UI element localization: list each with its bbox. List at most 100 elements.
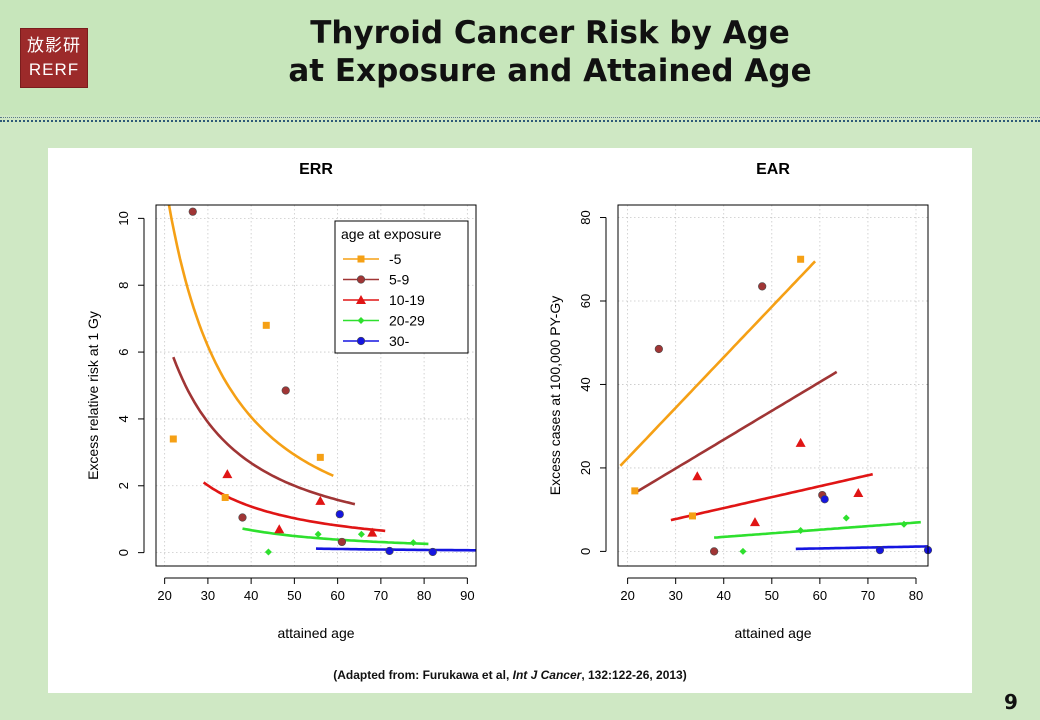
legend-box [334, 220, 469, 354]
data-point-5-9 [188, 207, 197, 216]
x-tick-label: 50 [287, 588, 301, 603]
data-point-5-9 [758, 282, 767, 291]
data-point-5-9 [337, 537, 347, 547]
data-point--5 [797, 255, 805, 263]
data-point-5-9 [281, 386, 290, 395]
slide-title: Thyroid Cancer Risk by Age at Exposure a… [150, 14, 950, 90]
y-tick-label: 8 [116, 282, 131, 289]
data-point--5 [688, 512, 696, 520]
data-point--5 [221, 493, 229, 501]
fit-line--5 [167, 204, 334, 477]
data-point-5-9 [654, 344, 663, 354]
figure-panel: (Adapted from: Furukawa et al, Int J Can… [48, 148, 972, 693]
data-point-30- [875, 546, 885, 555]
y-tick-label: 2 [116, 482, 131, 489]
citation: (Adapted from: Furukawa et al, Int J Can… [333, 668, 686, 682]
fit-line-20-29 [714, 520, 921, 539]
y-tick-label: 0 [116, 549, 131, 556]
data-point--5 [316, 453, 324, 461]
y-axis-label: Excess cases at 100,000 PY-Gy [547, 296, 563, 495]
y-tick-label: 40 [578, 377, 593, 391]
x-axis-label: attained age [277, 625, 354, 641]
chart-title: EAR [756, 161, 790, 178]
slide-header [0, 0, 1040, 115]
data-point-10-19 [222, 469, 233, 479]
legend: age at exposure -5 5-9 10-19 20-29 30- [334, 220, 469, 354]
x-tick-label: 80 [417, 588, 431, 603]
rerf-logo: 放影研 RERF [20, 28, 88, 88]
legend-marker-10-19 [356, 295, 366, 304]
page-number: 9 [1004, 690, 1018, 714]
fit-line-30- [315, 547, 476, 552]
y-tick-label: 6 [116, 348, 131, 355]
data-point-20-29 [357, 530, 365, 538]
data-point-30- [385, 546, 394, 556]
x-axis-label: attained age [734, 625, 811, 641]
header-divider [0, 117, 1040, 118]
data-point-20-29 [409, 539, 417, 547]
data-point-20-29 [842, 514, 850, 522]
x-tick-label: 60 [813, 588, 827, 603]
data-point-10-19 [749, 517, 760, 527]
fit-line--5 [619, 260, 817, 467]
data-point-10-19 [274, 524, 285, 534]
data-point-10-19 [853, 487, 864, 497]
x-tick-label: 50 [765, 588, 779, 603]
logo-kanji: 放影研 [27, 36, 81, 56]
chart-ear: EAR 20 30 40 50 60 70 80 attained age 0 20 40 60 80 Ex… [547, 161, 933, 641]
y-tick-label: 60 [578, 294, 593, 308]
y-tick-label: 4 [116, 415, 131, 422]
title-line-2: at Exposure and Attained Age [288, 53, 812, 89]
x-tick-label: 40 [717, 588, 731, 603]
data-point-10-19 [315, 495, 326, 505]
y-tick-label: 20 [578, 461, 593, 475]
chart-err: ERR 20 30 40 50 60 70 80 90 attained age 0 2 4 6 8 10 Ex… [85, 161, 477, 641]
x-tick-label: 80 [909, 588, 923, 603]
x-tick-label: 30 [668, 588, 682, 603]
legend-title: age at exposure [341, 226, 442, 242]
fit-line-5-9 [172, 356, 356, 506]
legend-label-30-: 30- [389, 333, 410, 349]
title-line-1: Thyroid Cancer Risk by Age [310, 15, 790, 51]
y-axis-label: Excess relative risk at 1 Gy [85, 311, 101, 480]
data-point-30- [820, 495, 829, 504]
data-point-10-19 [367, 527, 378, 537]
plot-frame [617, 204, 929, 567]
fit-line-20-29 [242, 527, 429, 546]
data-point--5 [631, 487, 639, 495]
fit-line-5-9 [634, 370, 838, 495]
x-tick-label: 20 [620, 588, 634, 603]
x-tick-label: 30 [201, 588, 215, 603]
data-point-30- [335, 510, 344, 519]
fit-line-10-19 [670, 472, 874, 522]
legend-marker--5 [357, 255, 365, 263]
y-tick-label: 10 [116, 211, 131, 225]
data-point--5 [169, 435, 177, 443]
y-tick-label: 0 [578, 548, 593, 555]
data-point-10-19 [795, 437, 806, 447]
legend-label-5-9: 5-9 [389, 272, 409, 288]
x-tick-label: 60 [330, 588, 344, 603]
legend-label-10-19: 10-19 [389, 292, 425, 308]
data-point-5-9 [238, 513, 247, 522]
x-tick-label: 70 [861, 588, 875, 603]
x-tick-label: 70 [374, 588, 388, 603]
figure-svg: (Adapted from: Furukawa et al, Int J Can… [85, 161, 933, 682]
legend-marker-30- [356, 336, 366, 346]
legend-marker-20-29 [357, 317, 365, 324]
logo-abbreviation: RERF [28, 60, 80, 79]
x-tick-label: 20 [157, 588, 171, 603]
data-point--5 [262, 321, 270, 329]
data-point-20-29 [900, 520, 908, 528]
data-point-20-29 [739, 547, 747, 555]
data-point-20-29 [797, 527, 805, 535]
data-point-30- [428, 547, 437, 557]
data-point-5-9 [710, 547, 719, 556]
plot-frame [155, 204, 477, 567]
header-divider-dotted [0, 120, 1040, 122]
fit-line-10-19 [202, 481, 386, 533]
data-point-20-29 [264, 548, 272, 556]
legend-marker-5-9 [356, 275, 366, 284]
x-tick-label: 90 [460, 588, 474, 603]
y-tick-label: 80 [578, 210, 593, 224]
